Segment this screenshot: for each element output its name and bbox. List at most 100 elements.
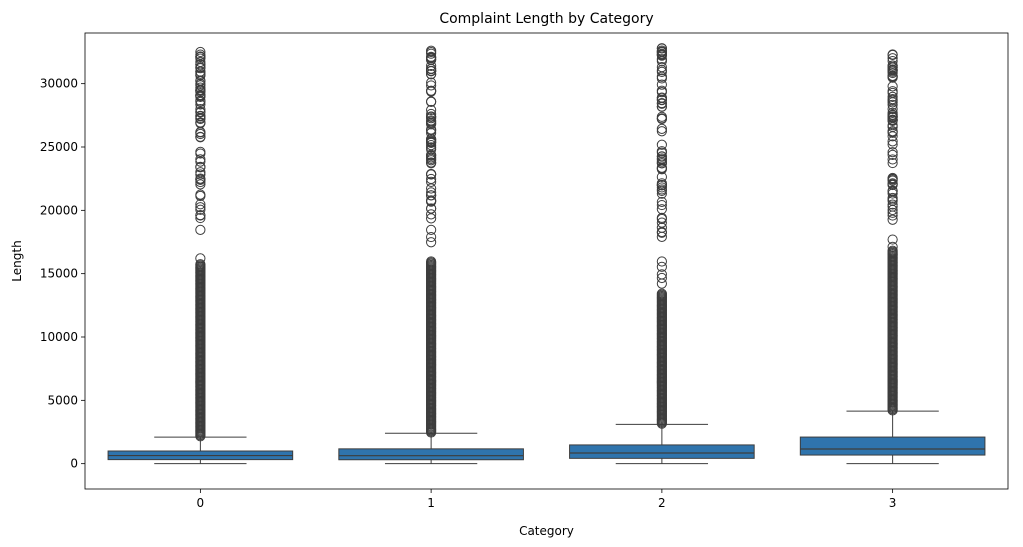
outlier-point — [195, 176, 206, 188]
outlier-point — [426, 108, 437, 120]
box-2 — [569, 43, 755, 465]
outlier-point — [426, 237, 437, 248]
outliers-2 — [656, 43, 667, 429]
x-tick-label: 1 — [427, 496, 435, 510]
outlier-point — [195, 63, 206, 74]
y-axis: 0 5000 10000 15000 20000 25000 30000 — [40, 77, 85, 471]
outlier-point — [887, 94, 898, 105]
outlier-point — [426, 152, 437, 163]
outlier-point — [426, 140, 437, 151]
outlier-point — [426, 203, 437, 214]
outlier-point — [195, 46, 206, 58]
outlier-point — [426, 80, 437, 91]
outlier-point — [195, 212, 206, 224]
outlier-point — [195, 190, 206, 202]
iqr-box — [338, 448, 524, 461]
outlier-point — [195, 253, 206, 264]
outlier-point — [887, 139, 898, 150]
outlier-point — [656, 222, 667, 233]
outlier-point — [887, 234, 898, 245]
outlier-point — [887, 121, 898, 133]
outlier-point — [656, 256, 667, 267]
outliers-0 — [195, 46, 206, 442]
y-tick-label: 15000 — [40, 267, 78, 281]
outlier-point — [656, 199, 667, 211]
outlier-point — [887, 65, 898, 76]
outlier-point — [656, 79, 667, 90]
outlier-point — [426, 86, 437, 97]
outlier-point — [426, 45, 437, 56]
outlier-point — [887, 126, 898, 137]
plot-frame — [84, 32, 1009, 490]
outliers-3 — [887, 49, 898, 416]
outlier-point — [887, 60, 898, 71]
outlier-point — [426, 155, 437, 166]
outlier-point — [887, 115, 898, 126]
outlier-point — [887, 179, 898, 191]
outlier-point — [195, 209, 206, 221]
outlier-point — [195, 68, 206, 79]
outlier-point — [887, 214, 898, 225]
outlier-point — [887, 136, 898, 147]
outlier-point — [656, 269, 667, 280]
outlier-point — [426, 169, 437, 180]
outlier-point — [426, 144, 437, 155]
outlier-point — [656, 94, 667, 105]
outlier-point — [887, 173, 898, 184]
outlier-point — [887, 53, 898, 64]
outlier-point — [195, 106, 206, 117]
x-tick-label: 2 — [658, 496, 666, 510]
x-axis: 0 1 2 3 — [197, 489, 897, 510]
outlier-point — [426, 66, 437, 77]
outlier-point — [887, 70, 898, 81]
x-tick-label: 3 — [889, 496, 897, 510]
outlier-point — [195, 117, 206, 128]
outlier-point — [195, 146, 206, 157]
outliers-1 — [426, 45, 437, 438]
outlier-point — [195, 96, 206, 108]
outlier-point — [887, 149, 898, 161]
outlier-point — [195, 204, 206, 215]
y-tick-label: 10000 — [40, 330, 78, 344]
outlier-point — [887, 188, 898, 199]
outlier-point — [656, 158, 667, 169]
iqr-box — [799, 436, 986, 456]
outlier-point — [195, 259, 206, 270]
outlier-point — [426, 231, 437, 243]
outlier-point — [656, 196, 667, 208]
outlier-point — [426, 158, 437, 169]
outlier-point — [887, 154, 898, 165]
outlier-point — [656, 184, 667, 195]
outlier-point — [426, 96, 437, 107]
outlier-point — [656, 226, 667, 238]
y-tick-label: 25000 — [40, 140, 78, 154]
box-1 — [338, 45, 524, 465]
outlier-point — [195, 162, 206, 173]
outlier-point — [887, 245, 898, 256]
x-tick-label: 0 — [197, 496, 205, 510]
outlier-point — [656, 272, 667, 284]
plot-border — [84, 32, 1009, 490]
outlier-point — [656, 261, 667, 272]
outlier-point — [195, 167, 206, 178]
outlier-point — [887, 67, 898, 79]
outlier-point — [426, 137, 437, 149]
outlier-point — [656, 97, 667, 109]
outlier-point — [656, 101, 667, 112]
outlier-point — [426, 176, 437, 187]
outlier-point — [195, 224, 206, 235]
outlier-point — [195, 202, 206, 213]
y-tick-label: 0 — [70, 457, 78, 471]
outlier-point — [426, 213, 437, 224]
outlier-point — [887, 86, 898, 97]
outlier-point — [887, 157, 898, 169]
outlier-point — [195, 199, 206, 210]
outlier-point — [656, 54, 667, 65]
outlier-point — [887, 192, 898, 204]
outlier-point — [426, 111, 437, 122]
outlier-point — [656, 178, 667, 189]
outlier-point — [426, 69, 437, 80]
chart-title: Complaint Length by Category — [439, 11, 653, 27]
